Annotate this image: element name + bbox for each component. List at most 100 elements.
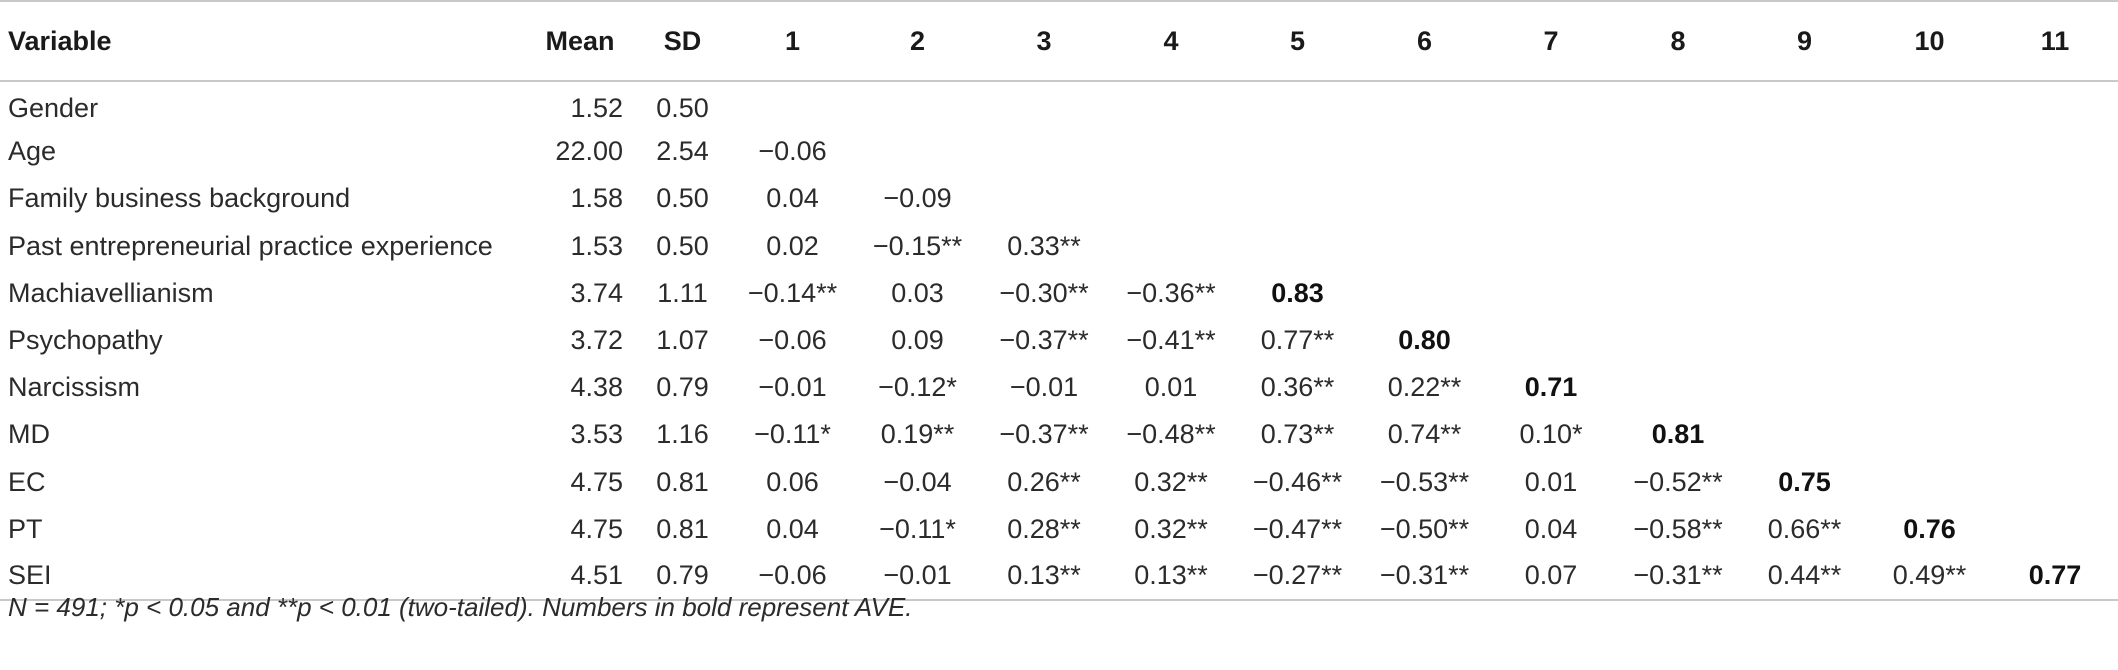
correlation-cell: 0.06 [766, 466, 819, 497]
table-row: EC 4.75 0.81 0.06 −0.04 0.26** 0.32** −0.46** −0… [0, 459, 2118, 506]
correlation-cell: −0.36** [1126, 277, 1216, 308]
correlation-cell: −0.06 [758, 136, 827, 167]
correlation-cell: −0.11* [879, 513, 956, 544]
column-header-5: 5 [1289, 25, 1306, 56]
correlation-cell [1867, 81, 1992, 128]
mean-cell: 1.58 [570, 183, 623, 214]
correlation-cell: 0.22** [1387, 372, 1462, 403]
mean-cell: 4.75 [570, 466, 623, 497]
correlation-cell: −0.52** [1633, 466, 1723, 497]
table-row: Age 22.00 2.54 −0.06 [0, 128, 2118, 175]
correlation-cell [1234, 223, 1361, 270]
correlation-cell [980, 81, 1108, 128]
correlation-cell: −0.47** [1252, 513, 1343, 544]
correlation-cell [1108, 223, 1234, 270]
correlation-cell [1614, 175, 1742, 222]
correlation-cell [730, 81, 855, 128]
correlation-cell [1992, 270, 2118, 317]
correlation-cell: 0.44** [1767, 560, 1842, 591]
correlation-cell: 0.13** [1007, 560, 1081, 591]
correlation-cell [1867, 270, 1992, 317]
mean-cell: 1.52 [570, 92, 623, 123]
correlation-cell [1108, 81, 1234, 128]
correlation-cell: −0.53** [1379, 466, 1470, 497]
table-row: SEI 4.51 0.79 −0.06 −0.01 0.13** 0.13** −0.27**… [0, 553, 2118, 601]
correlation-cell [1867, 459, 1992, 506]
correlation-cell: 0.01 [1524, 466, 1578, 497]
correlation-cell: −0.01 [1009, 372, 1079, 403]
correlation-cell [1614, 81, 1742, 128]
correlation-cell [1742, 270, 1867, 317]
column-header-variable: Variable [8, 25, 112, 56]
table-row: MD 3.53 1.16 −0.11* 0.19** −0.37** −0.48** 0.73… [0, 411, 2118, 458]
variable-cell: Gender [8, 92, 99, 123]
correlation-cell: 0.28** [1007, 513, 1081, 544]
correlation-cell: 0.66** [1767, 513, 1842, 544]
correlation-cell [1234, 128, 1361, 175]
table-row: Past entrepreneurial practice experience… [0, 223, 2118, 270]
correlation-cell: 0.13** [1134, 560, 1208, 591]
sd-cell: 1.07 [656, 325, 709, 356]
correlation-cell: 0.36** [1260, 372, 1335, 403]
mean-cell: 1.53 [570, 230, 623, 261]
correlation-cell [1867, 364, 1992, 411]
sd-cell: 0.50 [656, 92, 709, 123]
mean-cell: 3.74 [570, 277, 623, 308]
ave-cell: 0.71 [1524, 372, 1578, 403]
sd-cell: 0.50 [656, 230, 709, 261]
column-header-sd: SD [663, 25, 702, 56]
correlation-cell: −0.06 [758, 325, 827, 356]
correlation-table: Variable Mean SD 1 2 3 4 5 6 7 8 9 10 11 Gender 1.52 0.… [0, 1, 2118, 601]
mean-cell: 4.38 [570, 372, 623, 403]
variable-cell: Narcissism [8, 372, 140, 403]
correlation-cell: 0.73** [1260, 419, 1335, 450]
correlation-cell: −0.11* [754, 419, 831, 450]
correlation-cell [1488, 223, 1614, 270]
header-row: Variable Mean SD 1 2 3 4 5 6 7 8 9 10 11 [0, 1, 2118, 81]
table-row: Psychopathy 3.72 1.07 −0.06 0.09 −0.37** −0.41… [0, 317, 2118, 364]
correlation-cell [1361, 175, 1488, 222]
correlation-cell [1867, 317, 1992, 364]
correlation-cell: 0.19** [880, 419, 955, 450]
correlation-cell [1614, 270, 1742, 317]
correlation-cell: 0.01 [1144, 372, 1198, 403]
correlation-cell: −0.41** [1126, 325, 1216, 356]
correlation-cell [1742, 223, 1867, 270]
correlation-cell: −0.58** [1633, 513, 1723, 544]
ave-cell: 0.80 [1398, 325, 1451, 356]
correlation-cell: 0.04 [766, 183, 819, 214]
correlation-cell: −0.46** [1252, 466, 1343, 497]
mean-cell: 4.51 [570, 560, 623, 591]
sd-cell: 0.50 [656, 183, 709, 214]
sd-cell: 1.11 [657, 277, 708, 308]
ave-cell: 0.81 [1651, 419, 1705, 450]
sd-cell: 0.79 [656, 560, 709, 591]
correlation-cell: 0.32** [1134, 466, 1208, 497]
table-row: Gender 1.52 0.50 [0, 81, 2118, 128]
correlation-cell [980, 175, 1108, 222]
correlation-cell: −0.48** [1126, 419, 1216, 450]
correlation-cell [980, 128, 1108, 175]
sd-cell: 0.81 [656, 513, 709, 544]
sd-cell: 0.79 [656, 372, 709, 403]
column-header-9: 9 [1796, 25, 1813, 56]
correlation-cell [1742, 175, 1867, 222]
correlation-cell: −0.15** [872, 230, 963, 261]
ave-cell: 0.76 [1903, 513, 1956, 544]
sd-cell: 2.54 [656, 136, 709, 167]
column-header-8: 8 [1670, 25, 1686, 56]
correlation-cell [1992, 223, 2118, 270]
column-header-1: 1 [784, 25, 801, 56]
correlation-cell [1488, 81, 1614, 128]
column-header-11: 11 [2040, 25, 2070, 56]
correlation-cell: −0.01 [883, 560, 952, 591]
correlation-cell [1108, 175, 1234, 222]
correlation-cell [1867, 175, 1992, 222]
variable-cell: EC [8, 466, 46, 497]
correlation-cell [1992, 411, 2118, 458]
column-header-mean: Mean [545, 25, 615, 56]
correlation-cell: 0.02 [766, 230, 819, 261]
variable-cell: Family business background [8, 183, 351, 214]
correlation-cell: 0.04 [766, 513, 819, 544]
